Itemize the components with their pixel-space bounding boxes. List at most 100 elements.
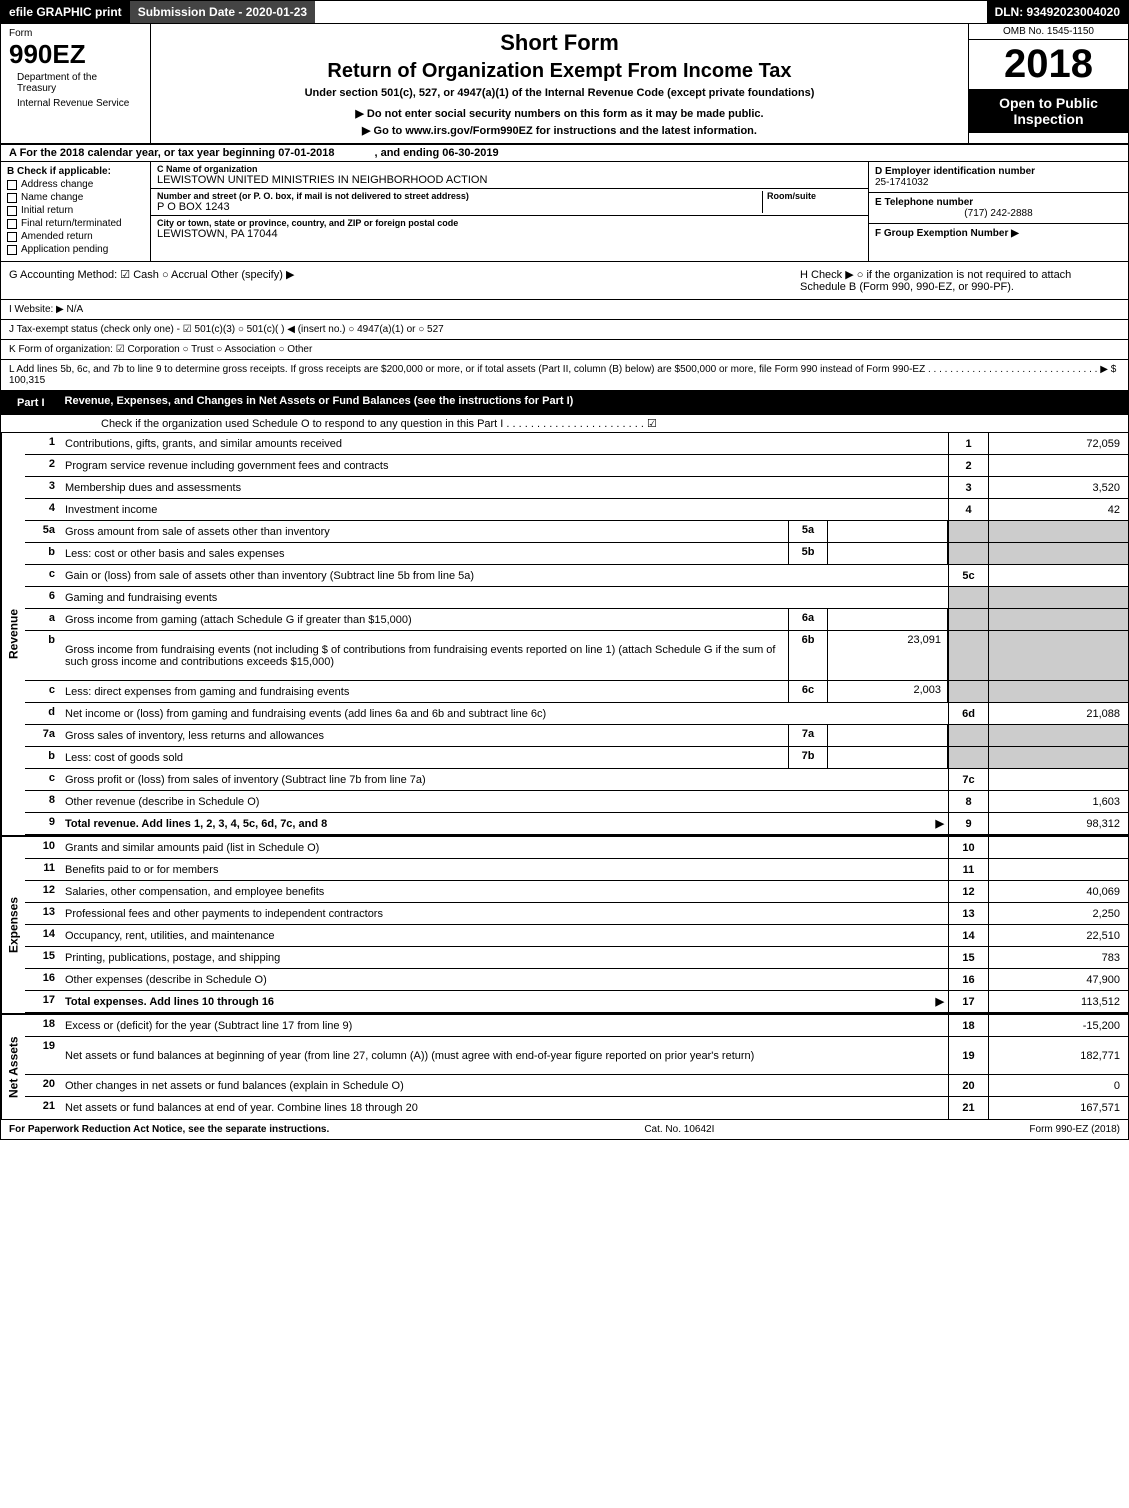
line-6d-desc: Net income or (loss) from gaming and fun… <box>61 703 948 724</box>
line-8-val: 1,603 <box>988 791 1128 812</box>
tax-year: 2018 <box>969 40 1128 89</box>
line-11-val <box>988 859 1128 880</box>
omb-number: OMB No. 1545-1150 <box>969 24 1128 40</box>
line-6-desc: Gaming and fundraising events <box>61 587 948 608</box>
line-12-desc: Salaries, other compensation, and employ… <box>61 881 948 902</box>
checkbox-name-change[interactable]: Name change <box>7 192 144 203</box>
form-label: Form <box>9 28 142 39</box>
row-h-schedule-b: H Check ▶ ○ if the organization is not r… <box>800 268 1120 293</box>
line-5c-desc: Gain or (loss) from sale of assets other… <box>61 565 948 586</box>
checkbox-final-return[interactable]: Final return/terminated <box>7 218 144 229</box>
form-page: efile GRAPHIC print Submission Date - 20… <box>0 0 1129 1140</box>
short-form-title: Short Form <box>161 30 958 56</box>
efile-label: efile GRAPHIC print <box>1 1 130 23</box>
row-a-tax-year: A For the 2018 calendar year, or tax yea… <box>1 145 1128 162</box>
checkbox-address-change[interactable]: Address change <box>7 179 144 190</box>
net-assets-section: Net Assets 18Excess or (deficit) for the… <box>1 1013 1128 1119</box>
part-1-check: Check if the organization used Schedule … <box>1 415 1128 433</box>
goto-link-text: ▶ Go to www.irs.gov/Form990EZ for instru… <box>161 124 958 137</box>
line-6a-desc: Gross income from gaming (attach Schedul… <box>61 609 788 630</box>
line-17-val: 113,512 <box>988 991 1128 1012</box>
line-15-val: 783 <box>988 947 1128 968</box>
line-19-desc: Net assets or fund balances at beginning… <box>61 1037 948 1074</box>
open-public-label: Open to Public Inspection <box>969 89 1128 133</box>
line-8-desc: Other revenue (describe in Schedule O) <box>61 791 948 812</box>
line-3-desc: Membership dues and assessments <box>61 477 948 498</box>
line-7c-val <box>988 769 1128 790</box>
checkbox-initial-return[interactable]: Initial return <box>7 205 144 216</box>
net-assets-side-label: Net Assets <box>1 1015 25 1119</box>
room-label: Room/suite <box>767 191 862 201</box>
line-6b-desc: Gross income from fundraising events (no… <box>61 631 788 680</box>
header-middle: Short Form Return of Organization Exempt… <box>151 24 968 143</box>
section-bc: B Check if applicable: Address change Na… <box>1 162 1128 262</box>
line-6a-subval <box>828 609 948 630</box>
line-5b-desc: Less: cost or other basis and sales expe… <box>61 543 788 564</box>
line-13-desc: Professional fees and other payments to … <box>61 903 948 924</box>
line-4-desc: Investment income <box>61 499 948 520</box>
checkbox-amended-return[interactable]: Amended return <box>7 231 144 242</box>
line-20-desc: Other changes in net assets or fund bala… <box>61 1075 948 1096</box>
header-right: OMB No. 1545-1150 2018 Open to Public In… <box>968 24 1128 143</box>
line-14-desc: Occupancy, rent, utilities, and maintena… <box>61 925 948 946</box>
row-l-gross-receipts: L Add lines 5b, 6c, and 7b to line 9 to … <box>1 360 1128 391</box>
line-5a-desc: Gross amount from sale of assets other t… <box>61 521 788 542</box>
checkbox-application-pending[interactable]: Application pending <box>7 244 144 255</box>
header-left: Form 990EZ Department of the Treasury In… <box>1 24 151 143</box>
col-c-org-info: C Name of organization LEWISTOWN UNITED … <box>151 162 868 261</box>
line-1-val: 72,059 <box>988 433 1128 454</box>
line-12-val: 40,069 <box>988 881 1128 902</box>
line-9-desc: Total revenue. Add lines 1, 2, 3, 4, 5c,… <box>61 813 948 834</box>
expenses-section: Expenses 10Grants and similar amounts pa… <box>1 835 1128 1013</box>
line-7b-desc: Less: cost of goods sold <box>61 747 788 768</box>
row-i-website: I Website: ▶ N/A <box>1 300 1128 320</box>
line-7c-desc: Gross profit or (loss) from sales of inv… <box>61 769 948 790</box>
revenue-section: Revenue 1Contributions, gifts, grants, a… <box>1 433 1128 835</box>
ein-label: D Employer identification number <box>875 166 1122 177</box>
part-1-label: Part I <box>9 395 53 411</box>
line-17-desc: Total expenses. Add lines 10 through 16▶ <box>61 991 948 1012</box>
line-7a-subval <box>828 725 948 746</box>
line-9-val: 98,312 <box>988 813 1128 834</box>
line-10-desc: Grants and similar amounts paid (list in… <box>61 837 948 858</box>
line-5a-subval <box>828 521 948 542</box>
dln-label: DLN: 93492023004020 <box>987 1 1128 23</box>
line-6d-val: 21,088 <box>988 703 1128 724</box>
expenses-side-label: Expenses <box>1 837 25 1013</box>
line-21-val: 167,571 <box>988 1097 1128 1119</box>
under-section-text: Under section 501(c), 527, or 4947(a)(1)… <box>161 87 958 99</box>
footer-cat: Cat. No. 10642I <box>644 1124 714 1135</box>
line-6c-subval: 2,003 <box>828 681 948 702</box>
line-11-desc: Benefits paid to or for members <box>61 859 948 880</box>
city-value: LEWISTOWN, PA 17044 <box>157 228 458 240</box>
line-2-val <box>988 455 1128 476</box>
line-19-val: 182,771 <box>988 1037 1128 1074</box>
line-10-val <box>988 837 1128 858</box>
return-title: Return of Organization Exempt From Incom… <box>161 60 958 83</box>
revenue-side-label: Revenue <box>1 433 25 835</box>
form-header: Form 990EZ Department of the Treasury In… <box>1 24 1128 145</box>
line-3-val: 3,520 <box>988 477 1128 498</box>
footer-right: Form 990-EZ (2018) <box>1029 1124 1120 1135</box>
phone-value: (717) 242-2888 <box>875 208 1122 219</box>
part-1-title: Revenue, Expenses, and Changes in Net As… <box>65 395 574 411</box>
line-18-desc: Excess or (deficit) for the year (Subtra… <box>61 1015 948 1036</box>
ein-value: 25-1741032 <box>875 177 1122 188</box>
col-b-checkboxes: B Check if applicable: Address change Na… <box>1 162 151 261</box>
line-21-desc: Net assets or fund balances at end of ye… <box>61 1097 948 1119</box>
group-exemption-label: F Group Exemption Number ▶ <box>875 228 1122 239</box>
line-15-desc: Printing, publications, postage, and shi… <box>61 947 948 968</box>
row-j-tax-exempt: J Tax-exempt status (check only one) - ☑… <box>1 320 1128 340</box>
col-b-title: B Check if applicable: <box>7 166 144 177</box>
footer: For Paperwork Reduction Act Notice, see … <box>1 1119 1128 1139</box>
line-20-val: 0 <box>988 1075 1128 1096</box>
row-a-text: A For the 2018 calendar year, or tax yea… <box>1 145 507 161</box>
line-14-val: 22,510 <box>988 925 1128 946</box>
row-g-accounting: G Accounting Method: ☑ Cash ○ Accrual Ot… <box>9 268 800 293</box>
form-number: 990EZ <box>9 39 142 70</box>
department-label: Department of the Treasury <box>9 70 142 96</box>
line-1-desc: Contributions, gifts, grants, and simila… <box>61 433 948 454</box>
row-k-form-org: K Form of organization: ☑ Corporation ○ … <box>1 340 1128 360</box>
submission-date: Submission Date - 2020-01-23 <box>130 1 315 23</box>
line-13-val: 2,250 <box>988 903 1128 924</box>
